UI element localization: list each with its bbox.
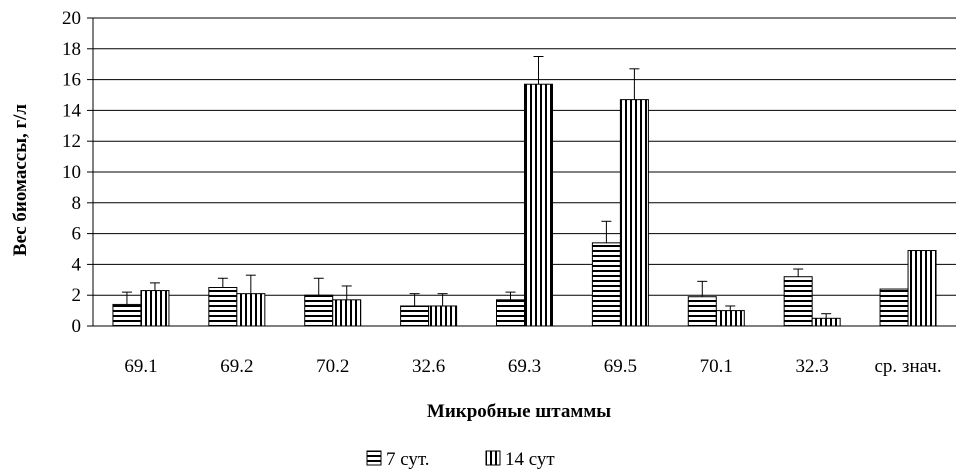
y-tick-labels: 0 2 4 6 8 10 12 14 16 18 20 (62, 8, 93, 337)
x-tick-label: 69.5 (604, 356, 637, 377)
x-tick-label: 32.3 (796, 356, 829, 377)
x-tick-label: 69.1 (124, 356, 157, 377)
y-tick-label: 14 (62, 100, 82, 121)
x-tick-label: 69.3 (508, 356, 541, 377)
bar-7-ср. знач. (879, 288, 909, 327)
bars-layer (112, 56, 937, 327)
bar-7-32.3 (783, 276, 813, 327)
bar-14-70.1 (715, 310, 745, 327)
bar-7-70.1 (687, 296, 717, 327)
x-tick-label: 70.1 (700, 356, 733, 377)
y-tick-label: 16 (62, 70, 81, 91)
bar-14-32.3 (811, 317, 841, 327)
x-tick-label: ср. знач. (875, 356, 942, 377)
bar-14-69.5 (619, 99, 649, 327)
legend: 7 сут. 14 сут (366, 449, 555, 470)
bar-7-69.1 (112, 303, 142, 327)
bar-14-69.1 (140, 290, 170, 327)
y-tick-label: 8 (72, 193, 82, 214)
bar-14-69.2 (236, 293, 266, 327)
x-axis-title: Микробные штаммы (427, 401, 611, 422)
bar-14-ср. знач. (907, 250, 937, 327)
legend-item-7: 7 сут. (366, 449, 430, 470)
legend-label-7: 7 сут. (386, 449, 430, 470)
x-tick-label: 32.6 (412, 356, 445, 377)
y-tick-label: 20 (62, 8, 81, 29)
x-tick-labels: 69.1 69.2 70.2 32.6 69.3 69.5 70.1 32.3 ср. знач… (124, 356, 941, 377)
y-tick-label: 0 (72, 316, 82, 337)
legend-swatch-7 (366, 450, 382, 466)
bar-14-69.3 (524, 83, 553, 327)
y-axis-title: Вес биомассы, г/л (10, 104, 31, 257)
y-tick-label: 10 (62, 162, 81, 183)
bar-14-32.6 (428, 305, 458, 327)
x-tick-label: 70.2 (316, 356, 349, 377)
y-tick-label: 18 (62, 39, 81, 60)
bar-7-32.6 (400, 305, 430, 327)
legend-item-14: 14 сут (485, 449, 555, 470)
legend-label-14: 14 сут (505, 449, 555, 470)
legend-swatch-14 (485, 450, 501, 466)
x-tick-label: 69.2 (220, 356, 253, 377)
y-tick-label: 6 (72, 224, 82, 245)
y-tick-label: 4 (72, 254, 82, 275)
bar-7-69.2 (208, 287, 238, 327)
bar-7-69.3 (496, 299, 525, 327)
bar-7-70.2 (304, 294, 334, 327)
y-tick-label: 2 (72, 285, 82, 306)
y-tick-label: 12 (62, 131, 81, 152)
bar-14-70.2 (332, 299, 362, 327)
bar-7-69.5 (591, 242, 621, 327)
